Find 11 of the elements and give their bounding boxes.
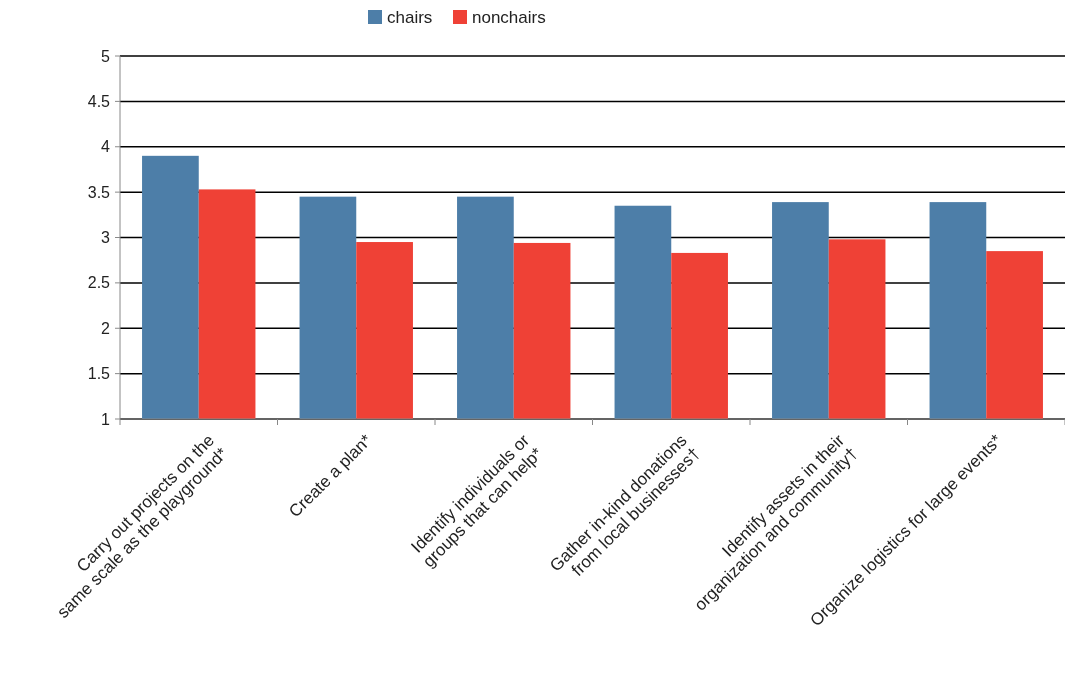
y-tick-label: 4 — [101, 138, 111, 156]
y-tick-label: 3.5 — [87, 183, 111, 201]
legend-label: chairs — [387, 8, 433, 27]
y-tick-label: 3 — [101, 229, 111, 247]
y-tick-label: 1 — [101, 410, 111, 428]
y-tick-label: 2 — [101, 319, 111, 337]
y-tick-label: 2.5 — [87, 274, 111, 292]
y-tick-label: 5 — [101, 47, 111, 65]
y-tick-label: 4.5 — [87, 92, 111, 110]
y-tick-label: 1.5 — [87, 365, 111, 383]
legend-label: nonchairs — [472, 8, 546, 27]
